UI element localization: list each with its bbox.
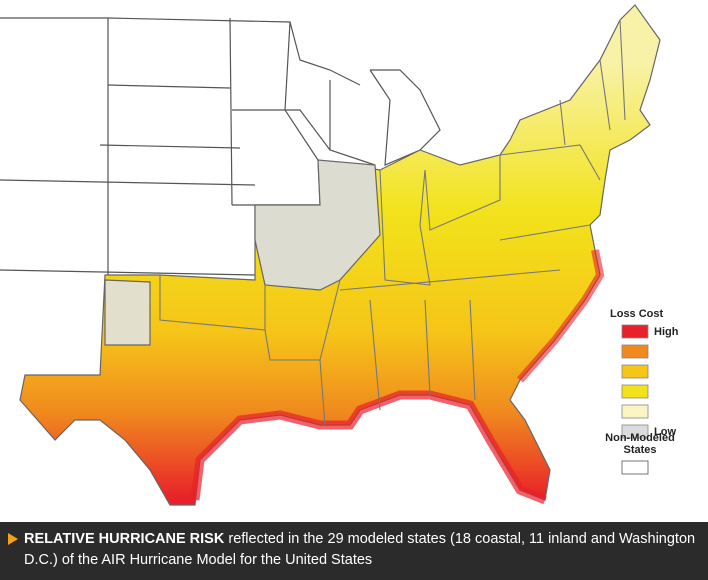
caption-marker	[8, 533, 18, 545]
legend-label: High	[654, 326, 679, 338]
low-risk-region	[254, 159, 381, 291]
legend-swatch	[621, 344, 649, 359]
coast-high-risk	[516, 249, 605, 383]
caption-lead: RELATIVE HURRICANE RISK	[24, 531, 225, 547]
legend-label: Low	[654, 426, 676, 438]
caption: RELATIVE HURRICANE RISK reflected in the…	[0, 522, 708, 580]
legend-non-modeled-label: Non-Modeled States	[605, 432, 675, 456]
legend-swatch	[621, 424, 649, 439]
caption-text: reflected in the 29 modeled states (18 c…	[24, 531, 696, 568]
legend-swatch	[621, 384, 649, 399]
state-lines	[159, 19, 626, 426]
coast-high-risk	[190, 390, 547, 505]
legend-non-modeled-line: Non-Modeled	[605, 432, 675, 444]
legend-swatch	[621, 460, 649, 475]
legend-swatch	[621, 324, 649, 339]
legend-title: Loss Cost	[610, 308, 664, 320]
legend-swatch	[621, 404, 649, 419]
legend-swatch	[621, 364, 649, 379]
non-modeled-states	[0, 17, 441, 276]
legend-non-modeled-line: States	[623, 444, 656, 456]
low-risk-region	[104, 279, 151, 346]
